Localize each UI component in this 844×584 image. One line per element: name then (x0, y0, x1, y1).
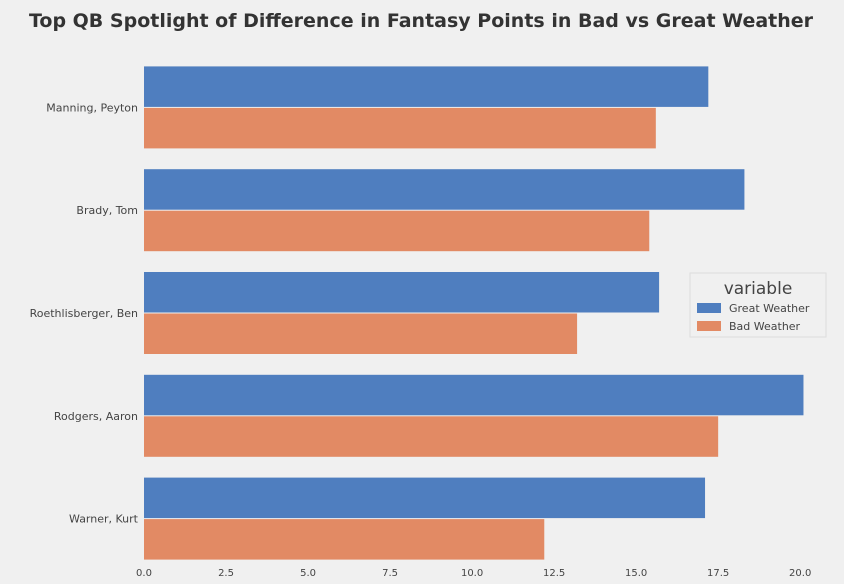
bar-rodgers-aaron-great-weather (144, 375, 803, 416)
x-tick-label: 15.0 (625, 568, 647, 579)
bar-warner-kurt-bad-weather (144, 519, 544, 560)
x-tick-label: 5.0 (300, 568, 316, 579)
legend-label-great-weather: Great Weather (729, 302, 810, 315)
category-label-roethlisberger-ben: Roethlisberger, Ben (30, 307, 138, 320)
category-label-manning-peyton: Manning, Peyton (46, 101, 138, 114)
category-label-rodgers-aaron: Rodgers, Aaron (54, 410, 138, 423)
bar-brady-tom-bad-weather (144, 211, 649, 252)
x-tick-label: 7.5 (382, 568, 398, 579)
category-label-warner-kurt: Warner, Kurt (69, 513, 139, 526)
legend-title: variable (724, 279, 793, 299)
legend: variable Great Weather Bad Weather (690, 273, 826, 337)
bar-roethlisberger-ben-bad-weather (144, 314, 577, 355)
bar-brady-tom-great-weather (144, 169, 744, 210)
x-tick-label: 12.5 (543, 568, 565, 579)
x-tick-label: 0.0 (136, 568, 152, 579)
legend-swatch-great-weather (697, 303, 721, 313)
bar-manning-peyton-bad-weather (144, 108, 656, 148)
bar-manning-peyton-great-weather (144, 66, 708, 107)
bar-roethlisberger-ben-great-weather (144, 272, 659, 313)
legend-label-bad-weather: Bad Weather (729, 320, 801, 333)
chart-title: Top QB Spotlight of Difference in Fantas… (29, 10, 814, 32)
bar-rodgers-aaron-bad-weather (144, 416, 718, 457)
category-labels: Manning, Peyton Brady, Tom Roethlisberger,… (30, 101, 139, 525)
x-tick-label: 20.0 (789, 568, 811, 579)
bar-warner-kurt-great-weather (144, 478, 705, 518)
x-tick-labels: 0.0 2.5 5.0 7.5 10.0 12.5 15.0 17.5 20.0 (136, 568, 811, 579)
x-tick-label: 17.5 (707, 568, 729, 579)
x-tick-label: 2.5 (218, 568, 234, 579)
x-tick-label: 10.0 (461, 568, 483, 579)
legend-swatch-bad-weather (697, 321, 721, 331)
category-label-brady-tom: Brady, Tom (76, 204, 138, 217)
